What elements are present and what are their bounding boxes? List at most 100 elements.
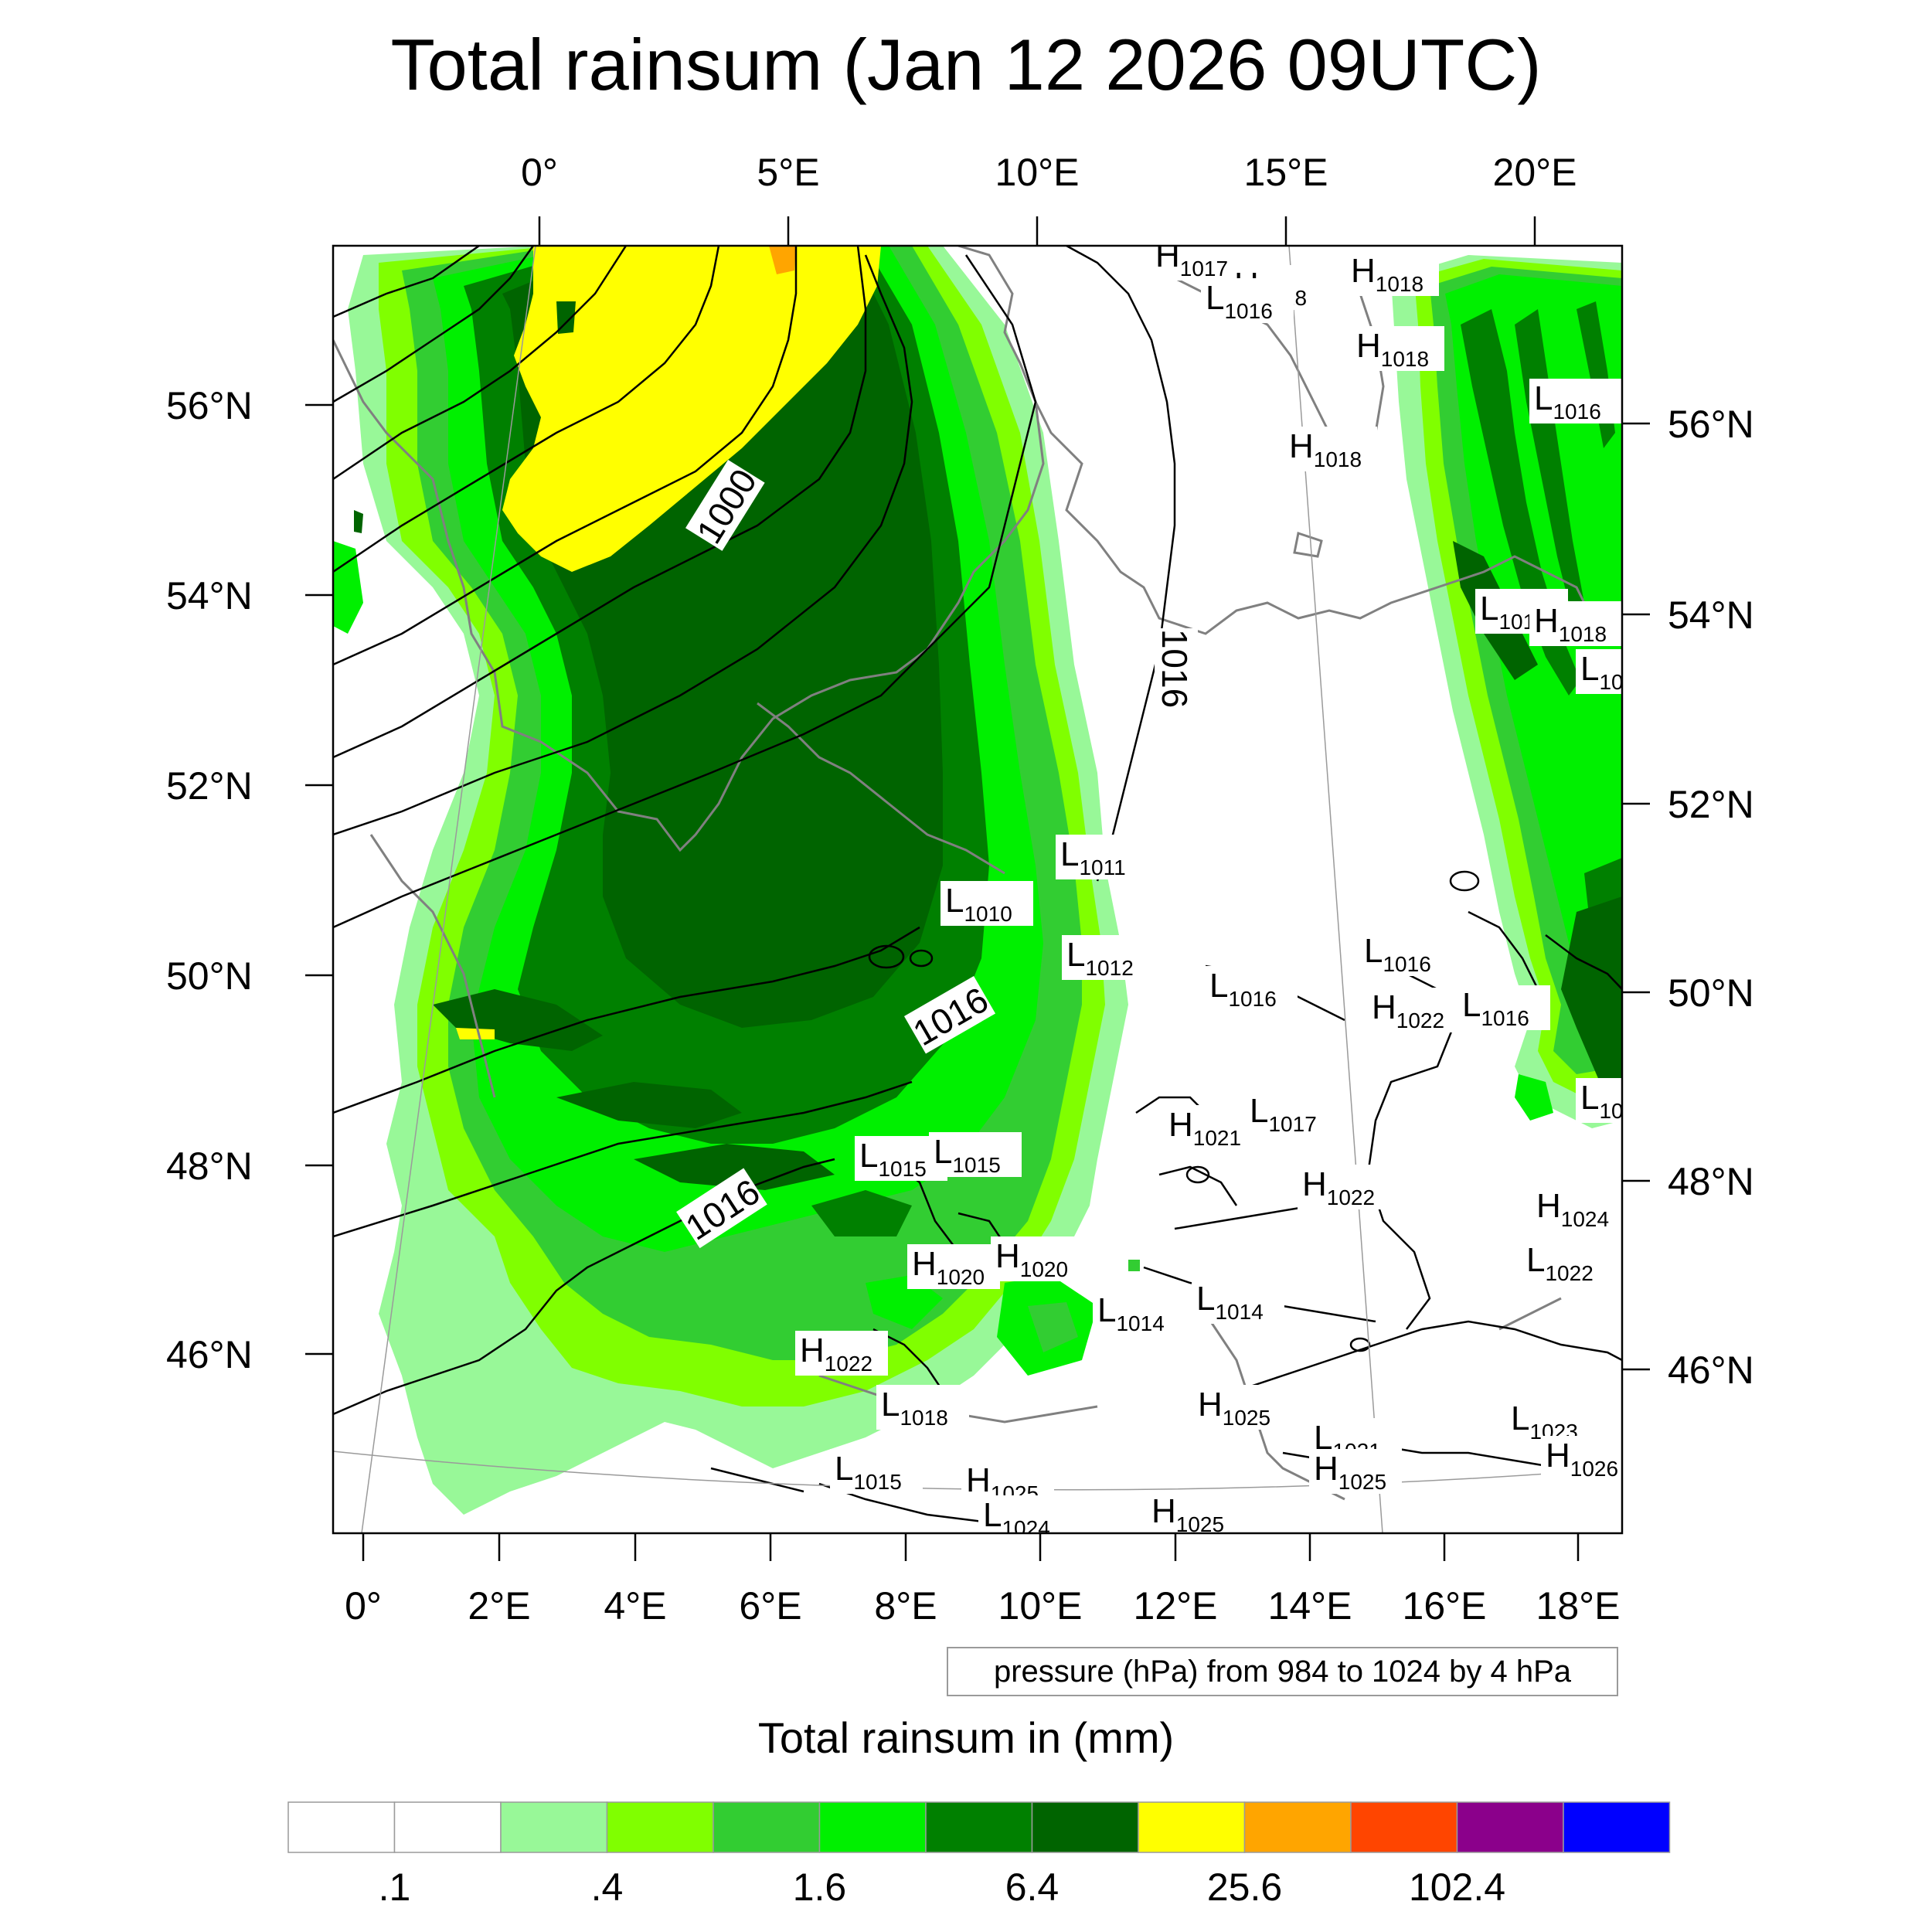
map-frame [332,244,1624,1535]
high-pressure-label: H1017 [1151,246,1243,281]
low-pressure-label: L1016 [1205,966,1298,1011]
colorbar-tick-label: 102.4 [1409,1866,1505,1909]
rain-field-specks [333,510,1140,1271]
high-pressure-label: H1018 [1346,251,1439,296]
high-pressure-label: H1025 [1147,1492,1240,1536]
svg-text:H1022: H1022 [1372,988,1444,1032]
right-lat-label: 46°N [1668,1349,1754,1392]
high-pressure-label: H1020 [991,1236,1083,1281]
top-lon-label: 15°E [1244,151,1328,194]
low-pressure-label: L1010 [940,881,1033,926]
contour-label-1016-a: 1016 [1155,629,1195,708]
colorbar-tick-label: 1.6 [793,1866,847,1909]
low-pressure-label: L1015 [830,1449,923,1494]
right-lat-label: 52°N [1668,783,1754,826]
svg-text:H1020: H1020 [912,1245,985,1289]
low-pressure-label: L10 [1576,649,1622,694]
bottom-lon-label: 8°E [874,1584,937,1628]
bottom-lon-label: 2°E [468,1584,530,1628]
bottom-lon-label: 6°E [739,1584,801,1628]
high-pressure-label: H1018 [1352,326,1444,371]
svg-text:L1018: L1018 [881,1386,948,1430]
bottom-lon-label: 4°E [604,1584,666,1628]
left-lat-label: 52°N [166,764,253,808]
left-lat-label: 48°N [166,1145,253,1188]
low-pressure-label: L1014 [1093,1291,1185,1335]
bottom-lon-label: 12°E [1134,1584,1218,1628]
map-panel[interactable]: 1000 1016 1016 1016 H1017H1018L1016H1018… [333,236,1644,1540]
bottom-lon-axis: 0° 2°E 4°E 6°E 8°E 10°E 12°E 14°E 16°E 1… [345,1533,1620,1628]
colorbar-swatch [1138,1801,1246,1853]
top-lon-label: 10°E [995,151,1080,194]
colorbar-swatch [925,1801,1033,1853]
bottom-lon-label: 14°E [1268,1584,1352,1628]
high-pressure-label: H1022 [795,1331,888,1376]
low-pressure-label: L1011 [1056,835,1148,879]
colorbar-swatch [1243,1801,1352,1853]
svg-text:H1021: H1021 [1168,1106,1241,1150]
svg-text:H1024: H1024 [1536,1187,1609,1231]
bottom-lon-label: 0° [345,1584,382,1628]
svg-text:L1016: L1016 [1534,379,1601,423]
top-lon-label: 0° [521,151,558,194]
low-pressure-label: L1016 [1458,985,1550,1030]
svg-text:H1025: H1025 [1314,1450,1386,1494]
right-lat-label: 48°N [1668,1160,1754,1203]
contour-info-note: pressure (hPa) from 984 to 1024 by 4 hPa [947,1647,1618,1696]
high-pressure-label: H1018 [1284,427,1377,471]
low-pressure-label: L10 [1576,1078,1624,1123]
colorbar: .1 .4 1.6 6.4 25.6 102.4 [287,1801,1671,1909]
svg-text:H1018: H1018 [1351,252,1423,296]
bottom-lon-label: 18°E [1536,1584,1621,1628]
colorbar-swatch [1456,1801,1564,1853]
svg-text:H1020: H1020 [995,1237,1068,1281]
bottom-lon-label: 16°E [1403,1584,1487,1628]
high-pressure-label: H1018 [1529,601,1622,646]
svg-text:H1022: H1022 [800,1332,872,1376]
svg-text:H1025: H1025 [1151,1492,1224,1536]
low-pressure-label: L1018 [876,1385,969,1430]
map-title: Total rainsum (Jan 12 2026 09UTC) [390,24,1542,105]
high-pressure-label: H1022 [1298,1165,1390,1209]
svg-text:L1016: L1016 [1209,967,1277,1011]
colorbar-tick-label: .1 [379,1866,411,1909]
colorbar-swatch [1563,1801,1671,1853]
svg-text:L1015: L1015 [859,1137,927,1181]
svg-text:H1025: H1025 [1198,1386,1270,1430]
low-pressure-label: L1016 [1359,931,1452,976]
low-pressure-label: L1016 [1529,379,1622,423]
right-lat-axis: 56°N 54°N 52°N 50°N 48°N 46°N [1622,403,1754,1392]
low-pressure-label: L1017 [1245,1091,1338,1136]
svg-text:L1024: L1024 [983,1496,1050,1540]
svg-text:L1016: L1016 [1206,279,1273,323]
pressure-center-labels: H1017 H1018 L1016 H1018 H1018 H1018 L1016 L1016… [795,246,1624,1540]
high-pressure-label: H1024 [1532,1186,1622,1231]
svg-text:H1018: H1018 [1289,427,1362,471]
high-pressure-label: H1020 [907,1244,1000,1289]
svg-text:H1022: H1022 [1302,1165,1375,1209]
svg-text:L1022: L1022 [1526,1241,1594,1285]
right-lat-label: 54°N [1668,594,1754,637]
high-pressure-label: H1022 [1367,988,1460,1032]
svg-text:L1016: L1016 [1364,932,1431,976]
svg-text:L1011: L1011 [1060,835,1126,879]
svg-text:L1014: L1014 [1196,1280,1264,1324]
svg-text:L1015: L1015 [934,1133,1001,1177]
svg-text:L1010: L1010 [945,882,1012,926]
left-lat-label: 56°N [166,384,253,427]
low-pressure-label: L1012 [1062,935,1155,980]
colorbar-tick-label: 25.6 [1207,1866,1282,1909]
colorbar-swatch [1350,1801,1458,1853]
svg-text:L10: L10 [1580,1079,1624,1123]
left-lat-label: 54°N [166,574,253,617]
top-lon-label: 5°E [757,151,819,194]
left-lat-label: 50°N [166,954,253,998]
colorbar-swatch [1031,1801,1139,1853]
svg-text:L1014: L1014 [1097,1291,1165,1335]
low-pressure-label: L1022 [1522,1240,1614,1285]
svg-text:H1026: H1026 [1546,1437,1618,1481]
right-lat-label: 50°N [1668,971,1754,1015]
colorbar-swatch [713,1801,821,1853]
low-pressure-label: L1015 [929,1132,1022,1177]
